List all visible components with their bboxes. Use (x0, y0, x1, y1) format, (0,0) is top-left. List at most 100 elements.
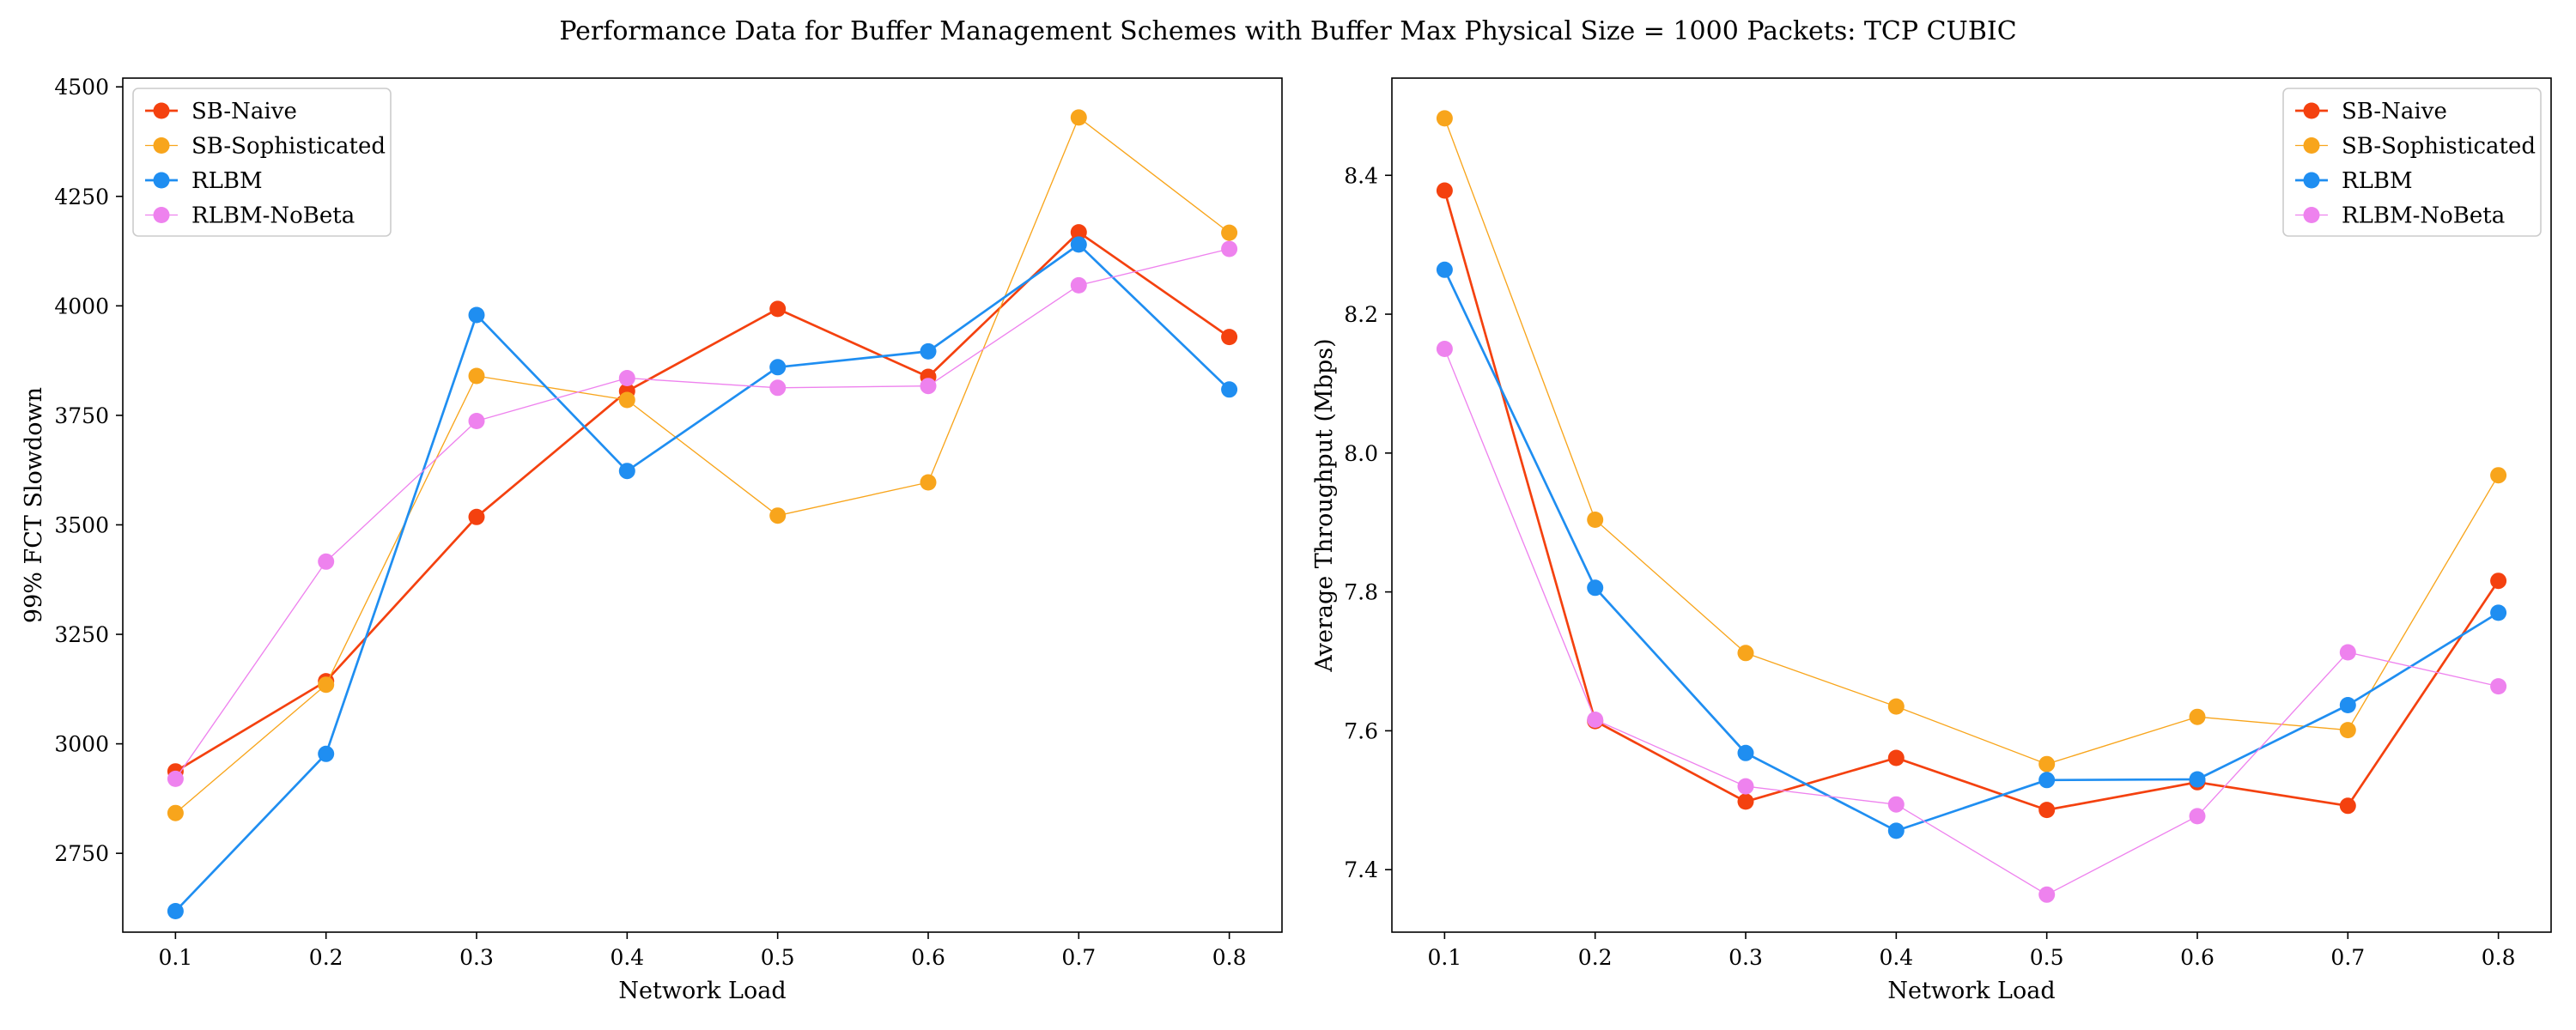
x-tick-label: 0.2 (1578, 945, 1613, 970)
point-rlbm-0.5 (769, 359, 787, 376)
y-tick-label: 3750 (54, 403, 109, 428)
y-tick-label: 8.2 (1344, 302, 1378, 327)
point-rlbm-0.7 (2339, 697, 2356, 713)
point-sb-sophisticated-0.8 (1221, 224, 1238, 241)
point-rlbm-0.3 (468, 306, 485, 324)
point-rlbm-0.4 (618, 463, 635, 480)
point-rlbm-0.1 (167, 903, 184, 919)
point-rlbm-0.2 (1587, 579, 1604, 597)
legend-marker (153, 137, 170, 154)
point-rlbm-0.4 (1887, 822, 1905, 839)
point-rlbm-0.5 (2038, 772, 2056, 789)
series-line-rlbm-nobeta (174, 248, 1230, 780)
point-rlbm-0.6 (2189, 771, 2206, 788)
point-sb-sophisticated-0.3 (1737, 645, 1754, 662)
legend-marker (153, 207, 170, 223)
point-sb-naive-0.8 (1221, 329, 1238, 346)
point-rlbm-0.3 (1737, 744, 1754, 761)
series-line-rlbm-nobeta (1443, 348, 2500, 895)
point-rlbm-0.8 (2490, 604, 2507, 621)
legend-box (132, 88, 392, 237)
x-tick-label: 0.6 (2180, 945, 2215, 970)
x-tick-label: 0.7 (2330, 945, 2365, 970)
figure-title: Performance Data for Buffer Management S… (559, 16, 2016, 46)
y-tick-label: 8.4 (1344, 163, 1378, 188)
point-rlbm-nobeta-0.8 (2490, 678, 2507, 695)
point-rlbm-nobeta-0.6 (2189, 808, 2206, 825)
point-sb-sophisticated-0.5 (2038, 755, 2056, 772)
point-rlbm-nobeta-0.7 (1070, 276, 1087, 294)
legend-marker (153, 172, 170, 189)
x-tick-label: 0.5 (2030, 945, 2064, 970)
x-tick-label: 0.8 (2482, 945, 2516, 970)
legend-marker (2303, 172, 2320, 189)
legend-label-rlbm: RLBM (2342, 168, 2413, 194)
point-sb-naive-0.1 (1436, 182, 1453, 199)
point-sb-sophisticated-0.8 (2490, 467, 2507, 484)
point-sb-sophisticated-0.4 (1887, 698, 1905, 715)
x-tick-label: 0.4 (610, 945, 644, 970)
y-tick-label: 4000 (54, 294, 109, 318)
point-rlbm-0.7 (1070, 236, 1087, 253)
series-line-sb-sophisticated (174, 117, 1230, 814)
y-axis-label: Average Throughput (Mbps) (1311, 338, 1338, 672)
legend-handle-rlbm (145, 172, 178, 189)
point-rlbm-nobeta-0.7 (2339, 644, 2356, 661)
point-sb-naive-0.5 (2038, 802, 2056, 819)
x-tick-label: 0.2 (309, 945, 343, 970)
point-sb-naive-0.5 (769, 300, 787, 318)
y-tick-label: 7.6 (1344, 718, 1378, 743)
point-sb-sophisticated-0.5 (769, 507, 787, 524)
x-axis-label: Network Load (618, 978, 786, 1004)
point-rlbm-nobeta-0.2 (318, 553, 335, 570)
legend-marker (2303, 207, 2320, 223)
point-rlbm-nobeta-0.3 (1737, 778, 1754, 795)
point-sb-sophisticated-0.7 (2339, 722, 2356, 739)
y-tick-label: 3000 (54, 732, 109, 757)
point-rlbm-0.8 (1221, 381, 1238, 398)
legend-handle-sb-naive (2295, 102, 2328, 119)
series-line-rlbm (1443, 268, 2500, 833)
x-tick-label: 0.1 (1427, 945, 1461, 970)
series-line-sb-naive (174, 231, 1230, 773)
legend: SB-Naive SB-Sophisticated RLBM RLBM-NoBeta (2282, 88, 2542, 237)
legend-label-sb-naive: SB-Naive (2342, 99, 2447, 124)
point-sb-sophisticated-0.1 (167, 804, 184, 821)
point-rlbm-0.1 (1436, 261, 1453, 278)
legend-marker (153, 102, 170, 119)
point-sb-sophisticated-0.1 (1436, 110, 1453, 127)
legend-label-rlbm-nobeta: RLBM-NoBeta (191, 203, 355, 229)
point-sb-naive-0.7 (2339, 797, 2356, 815)
y-axis-label: 99% FCT Slowdown (21, 387, 47, 623)
x-tick-label: 0.4 (1879, 945, 1913, 970)
legend-label-sb-naive: SB-Naive (191, 99, 297, 124)
point-sb-sophisticated-0.2 (1587, 512, 1604, 528)
y-tick-label: 3250 (54, 622, 109, 647)
y-tick-label: 8.0 (1344, 441, 1378, 466)
x-tick-label: 0.7 (1061, 945, 1096, 970)
legend-handle-rlbm (2295, 172, 2328, 189)
y-tick-label: 7.8 (1344, 580, 1378, 605)
point-sb-naive-0.8 (2490, 573, 2507, 590)
point-rlbm-nobeta-0.2 (1587, 712, 1604, 728)
point-sb-naive-0.4 (1887, 749, 1905, 766)
y-tick-label: 4250 (54, 185, 109, 209)
legend-label-sb-sophisticated: SB-Sophisticated (191, 134, 386, 160)
legend-label-rlbm-nobeta: RLBM-NoBeta (2342, 203, 2505, 229)
legend-handle-sb-sophisticated (145, 137, 178, 154)
x-axis-label: Network Load (1887, 978, 2055, 1004)
point-rlbm-nobeta-0.5 (769, 379, 787, 397)
series-line-sb-sophisticated (1443, 118, 2500, 765)
point-sb-naive-0.3 (468, 508, 485, 525)
series-line-rlbm (174, 243, 1230, 912)
point-rlbm-nobeta-0.6 (920, 378, 937, 395)
legend-handle-sb-naive (145, 102, 178, 119)
y-tick-label: 7.4 (1344, 857, 1378, 882)
x-tick-label: 0.3 (1728, 945, 1763, 970)
point-rlbm-nobeta-0.4 (618, 370, 635, 386)
point-rlbm-0.2 (318, 745, 335, 762)
point-sb-sophisticated-0.7 (1070, 109, 1087, 126)
x-tick-label: 0.8 (1212, 945, 1247, 970)
